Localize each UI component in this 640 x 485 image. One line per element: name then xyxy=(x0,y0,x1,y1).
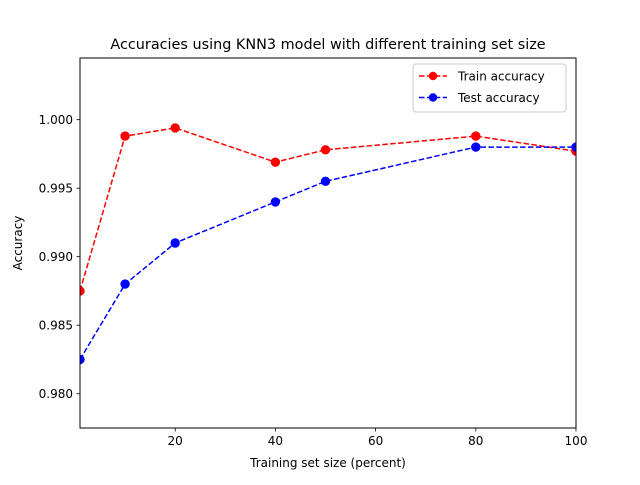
data-point xyxy=(120,279,130,289)
y-tick-label: 0.980 xyxy=(39,387,73,401)
chart-title: Accuracies using KNN3 model with differe… xyxy=(110,37,545,53)
plot-area xyxy=(80,123,576,365)
x-tick-label: 60 xyxy=(368,434,383,448)
legend-label: Train accuracy xyxy=(457,69,545,83)
data-point xyxy=(320,176,331,187)
data-point xyxy=(170,123,180,133)
legend-label: Test accuracy xyxy=(457,91,540,105)
data-point xyxy=(471,131,481,141)
y-tick-label: 0.990 xyxy=(39,250,73,264)
y-tick-label: 1.000 xyxy=(39,113,73,127)
legend-marker xyxy=(428,71,438,81)
data-series-group xyxy=(80,123,576,365)
y-tick-label: 0.995 xyxy=(39,181,73,195)
legend-marker xyxy=(428,93,438,102)
x-tick-label: 40 xyxy=(268,434,283,448)
data-point xyxy=(320,145,331,155)
data-point xyxy=(270,157,281,167)
legend-box xyxy=(412,63,567,113)
legend: Train accuracy Test accuracy xyxy=(412,63,567,113)
data-point xyxy=(270,197,281,207)
x-tick-label: 20 xyxy=(168,434,183,448)
x-tick-label: 100 xyxy=(565,434,588,448)
axes-frame xyxy=(79,57,577,429)
x-tick-label: 80 xyxy=(468,434,483,448)
y-axis-label: Accuracy xyxy=(11,216,25,271)
data-point xyxy=(471,142,481,152)
data-point xyxy=(170,238,180,248)
x-axis-label: Training set size (percent) xyxy=(249,456,406,470)
axes: 20 40 60 80 100 0.980 0.985 0.990 0.995 1.000 xyxy=(39,57,588,448)
y-tick-label: 0.985 xyxy=(39,319,73,333)
data-point xyxy=(120,131,130,141)
